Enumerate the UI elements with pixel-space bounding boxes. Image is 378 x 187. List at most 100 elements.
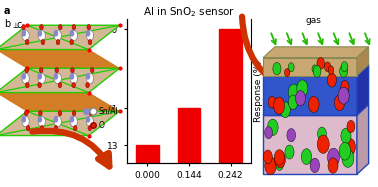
Circle shape — [335, 95, 345, 111]
Bar — [219, 29, 242, 163]
Circle shape — [54, 73, 62, 84]
Circle shape — [25, 39, 29, 45]
Circle shape — [263, 150, 273, 164]
Circle shape — [70, 39, 73, 45]
Circle shape — [296, 91, 305, 106]
Polygon shape — [263, 76, 357, 115]
Circle shape — [54, 116, 58, 123]
Text: c: c — [17, 20, 22, 30]
Polygon shape — [0, 111, 119, 136]
Circle shape — [324, 62, 331, 72]
Circle shape — [288, 95, 298, 110]
Circle shape — [70, 116, 77, 127]
Circle shape — [88, 39, 92, 45]
Circle shape — [38, 30, 45, 41]
Circle shape — [25, 111, 28, 116]
Circle shape — [25, 82, 29, 88]
Circle shape — [86, 116, 90, 123]
Circle shape — [318, 127, 327, 141]
Circle shape — [58, 111, 62, 116]
Polygon shape — [263, 104, 369, 115]
Circle shape — [71, 68, 74, 73]
Circle shape — [22, 30, 26, 37]
Circle shape — [288, 84, 299, 101]
Polygon shape — [0, 25, 119, 50]
Polygon shape — [357, 104, 369, 174]
Circle shape — [90, 68, 94, 73]
Circle shape — [339, 65, 348, 77]
Circle shape — [273, 62, 281, 75]
Circle shape — [341, 128, 351, 144]
Circle shape — [54, 30, 58, 37]
Polygon shape — [263, 115, 357, 174]
Polygon shape — [263, 47, 369, 58]
Circle shape — [310, 158, 319, 173]
Circle shape — [70, 73, 77, 84]
Circle shape — [86, 116, 94, 127]
Circle shape — [38, 73, 45, 84]
Circle shape — [22, 116, 26, 123]
Circle shape — [56, 39, 60, 45]
Circle shape — [37, 116, 42, 123]
Circle shape — [288, 63, 294, 72]
Circle shape — [268, 96, 276, 108]
Circle shape — [342, 149, 354, 167]
Circle shape — [72, 82, 76, 88]
Circle shape — [86, 73, 90, 80]
Circle shape — [39, 68, 43, 73]
Circle shape — [41, 39, 45, 45]
Circle shape — [72, 24, 76, 30]
Circle shape — [274, 97, 285, 114]
Circle shape — [39, 111, 42, 116]
Circle shape — [70, 116, 74, 123]
Circle shape — [70, 73, 74, 80]
Circle shape — [328, 158, 338, 173]
Text: gas: gas — [305, 16, 321, 25]
Circle shape — [55, 68, 59, 73]
Circle shape — [327, 73, 336, 87]
Title: Al in SnO$_2$ sensor: Al in SnO$_2$ sensor — [143, 5, 235, 19]
Circle shape — [26, 125, 30, 131]
Circle shape — [88, 125, 91, 131]
Circle shape — [38, 82, 41, 88]
Circle shape — [341, 81, 349, 93]
Circle shape — [40, 125, 44, 131]
Circle shape — [38, 116, 45, 127]
Circle shape — [22, 24, 25, 30]
Bar — [136, 145, 159, 163]
Circle shape — [347, 120, 355, 133]
Circle shape — [59, 24, 62, 30]
Circle shape — [301, 149, 312, 165]
Circle shape — [341, 62, 348, 72]
Circle shape — [265, 127, 273, 139]
Circle shape — [70, 30, 77, 41]
Circle shape — [285, 68, 290, 77]
Circle shape — [297, 80, 308, 97]
Circle shape — [287, 129, 296, 142]
Circle shape — [338, 87, 349, 104]
Circle shape — [22, 73, 29, 84]
Circle shape — [275, 151, 285, 168]
Circle shape — [308, 96, 319, 113]
Circle shape — [22, 73, 26, 80]
Circle shape — [344, 138, 355, 155]
FancyArrowPatch shape — [242, 17, 292, 91]
Circle shape — [54, 30, 62, 41]
Circle shape — [22, 30, 29, 41]
Circle shape — [37, 73, 42, 80]
Polygon shape — [263, 65, 369, 76]
Polygon shape — [357, 47, 369, 76]
Y-axis label: Response (%): Response (%) — [254, 60, 263, 122]
Text: b: b — [4, 19, 10, 29]
Circle shape — [276, 158, 284, 170]
Circle shape — [268, 119, 278, 136]
Circle shape — [86, 73, 94, 84]
Circle shape — [86, 30, 90, 37]
Circle shape — [54, 125, 58, 131]
Circle shape — [54, 116, 62, 127]
Circle shape — [339, 142, 351, 160]
Circle shape — [86, 82, 89, 88]
Circle shape — [25, 68, 28, 73]
Circle shape — [22, 116, 29, 127]
Circle shape — [73, 125, 77, 131]
